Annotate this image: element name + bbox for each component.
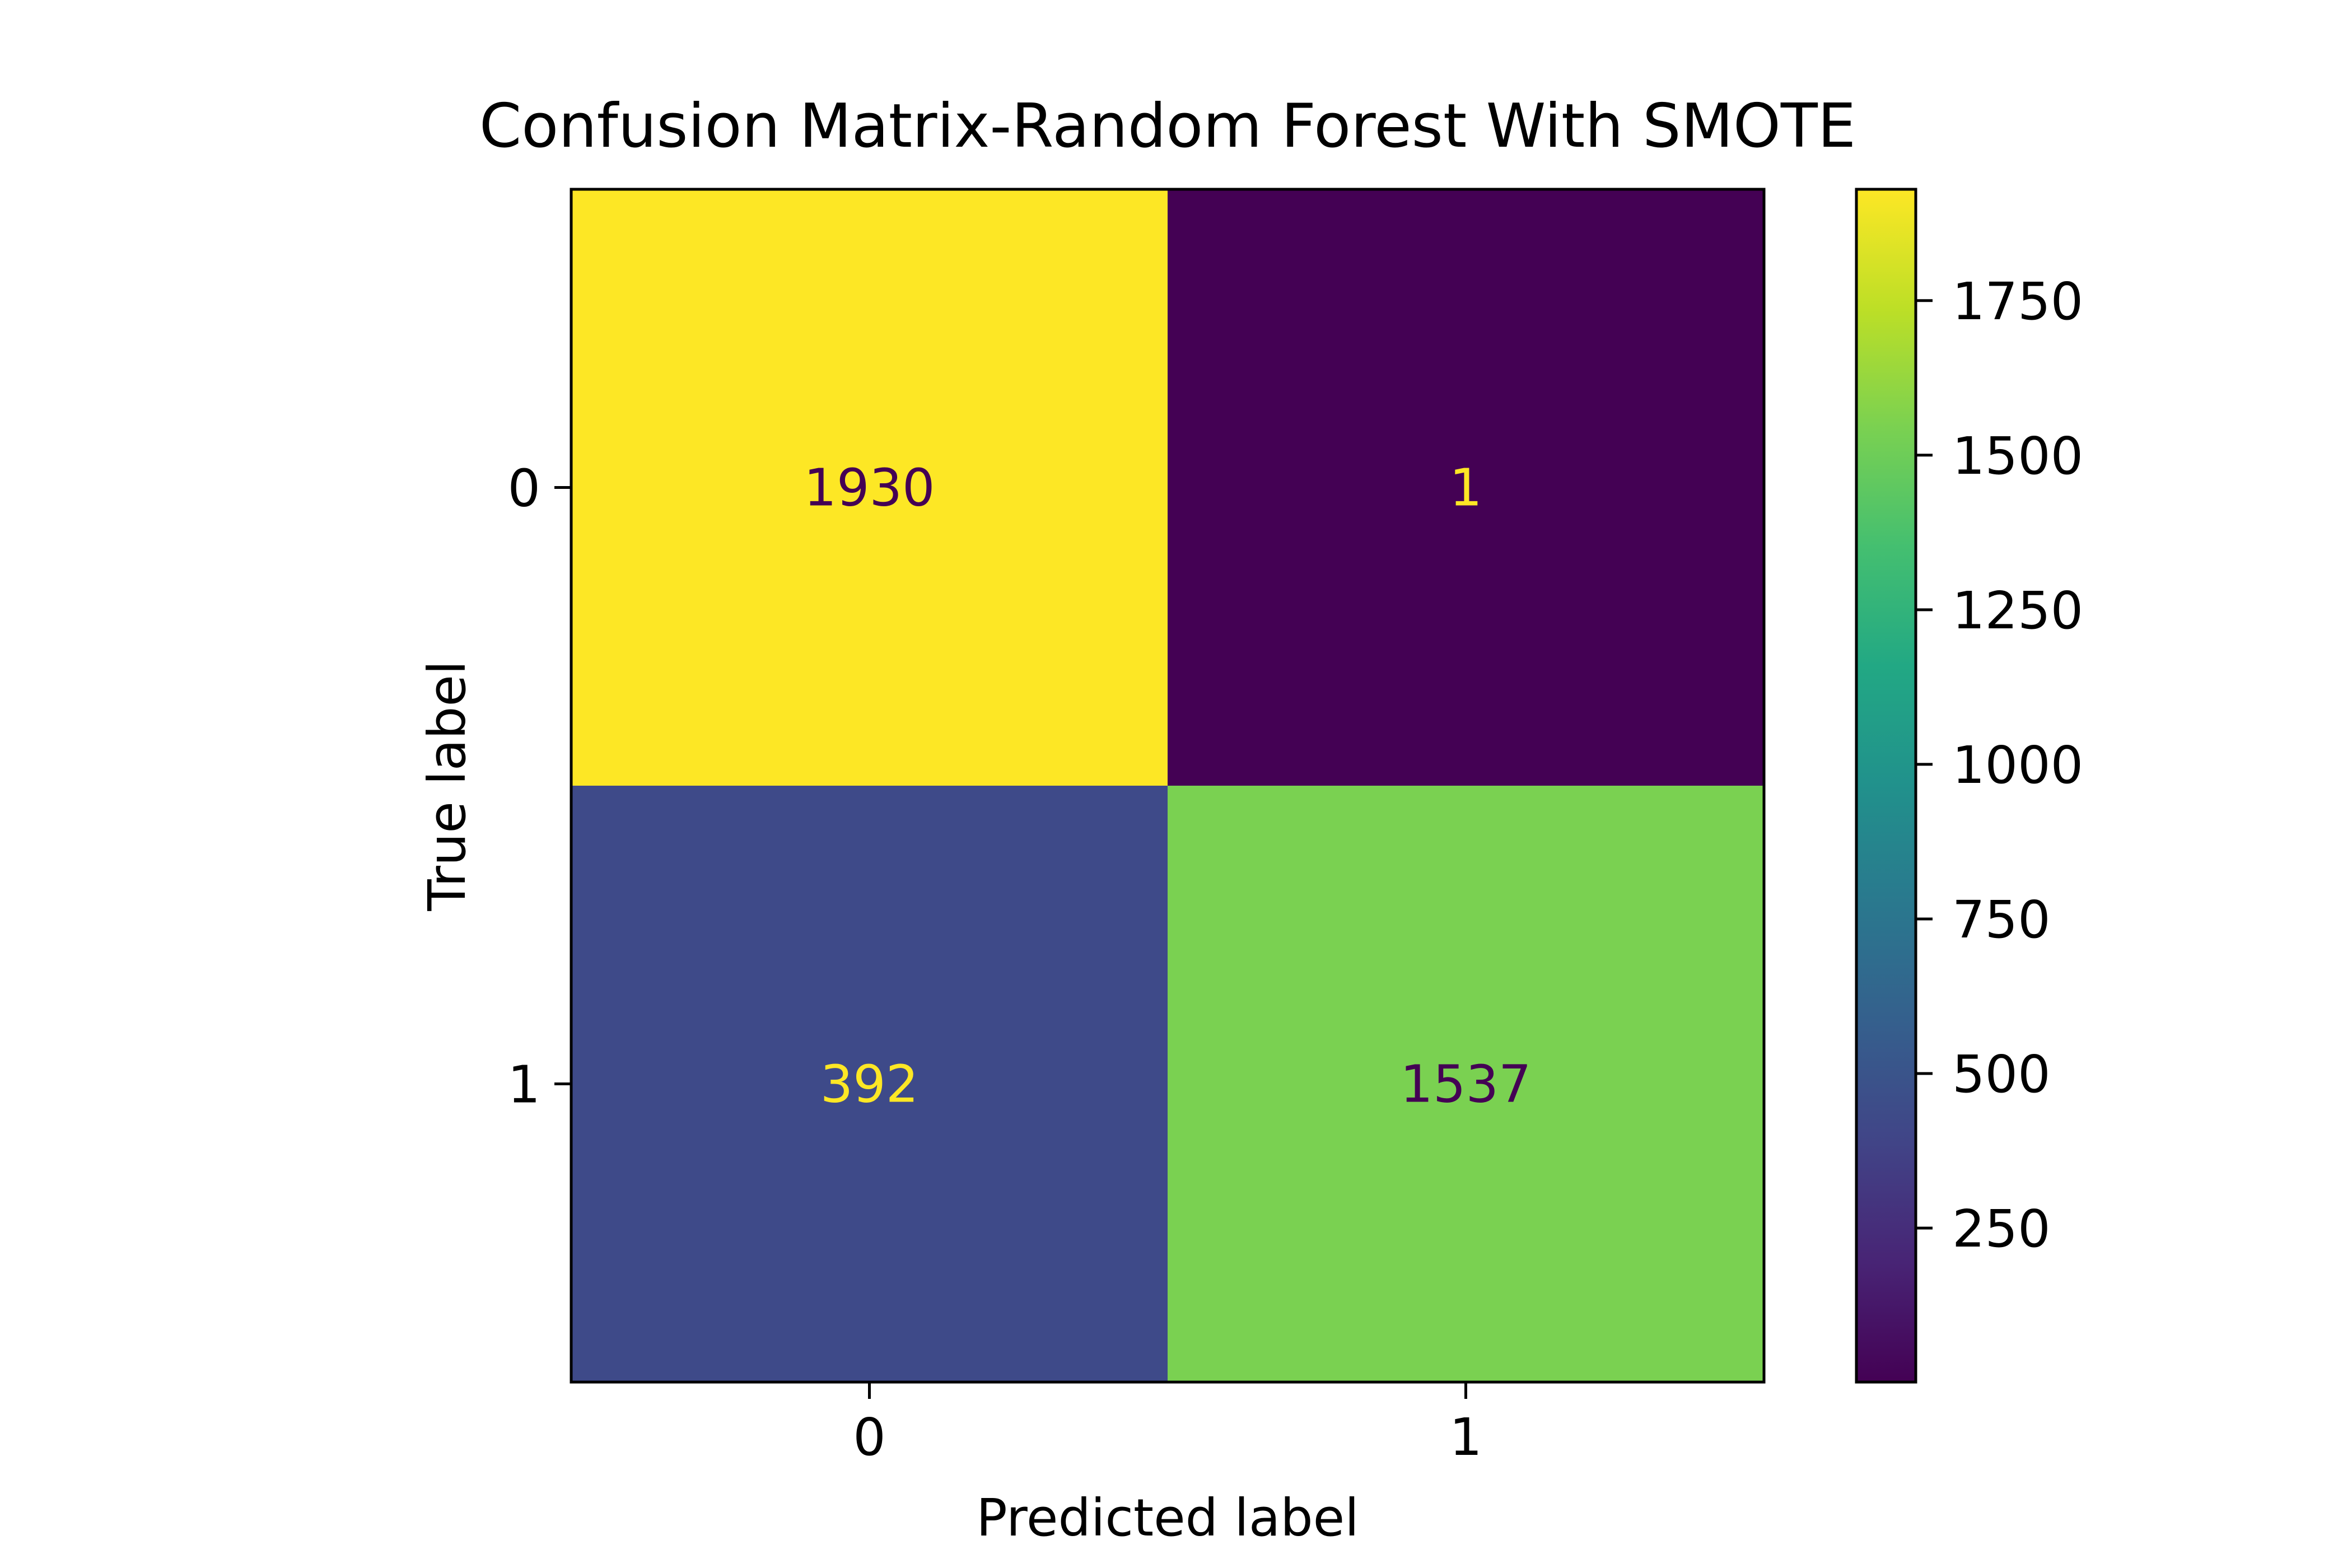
colorbar-tick-label-3: 1000 — [1952, 735, 2083, 795]
x-tick-label-0: 0 — [853, 1407, 886, 1467]
cell-value-1-0: 392 — [820, 1054, 919, 1114]
matrix-cell-1-0 — [571, 786, 1168, 1382]
x-axis-label: Predicted label — [976, 1488, 1359, 1548]
colorbar-tick-label-2: 750 — [1952, 890, 2051, 950]
cell-value-1-1: 1537 — [1400, 1054, 1531, 1114]
colorbar-ticks: 250 500 750 1000 1250 1500 1750 — [1916, 272, 2083, 1259]
colorbar-tick-label-6: 1750 — [1952, 272, 2083, 332]
colorbar-tick-label-0: 250 — [1952, 1199, 2051, 1259]
colorbar-tick-label-5: 1500 — [1952, 426, 2083, 486]
matrix-cell-1-1 — [1168, 786, 1764, 1382]
matrix-cell-0-0 — [571, 189, 1168, 786]
matrix-cells — [571, 189, 1764, 1382]
y-axis-label: True label — [417, 660, 477, 911]
cell-value-0-1: 1 — [1449, 458, 1482, 518]
y-tick-label-0: 0 — [507, 459, 540, 519]
colorbar-tick-label-1: 500 — [1952, 1044, 2051, 1104]
y-tick-label-1: 1 — [507, 1055, 540, 1115]
x-tick-label-1: 1 — [1449, 1407, 1482, 1467]
chart-title: Confusion Matrix-Random Forest With SMOT… — [479, 91, 1856, 161]
matrix-cell-values: 1930 1 392 1537 — [804, 458, 1531, 1114]
matrix-cell-0-1 — [1168, 189, 1764, 786]
cell-value-0-0: 1930 — [804, 458, 935, 518]
plot-frame — [570, 188, 1766, 1384]
colorbar-tick-label-4: 1250 — [1952, 581, 2083, 641]
y-axis: 01 — [507, 459, 571, 1115]
colorbar — [1855, 188, 1917, 1384]
